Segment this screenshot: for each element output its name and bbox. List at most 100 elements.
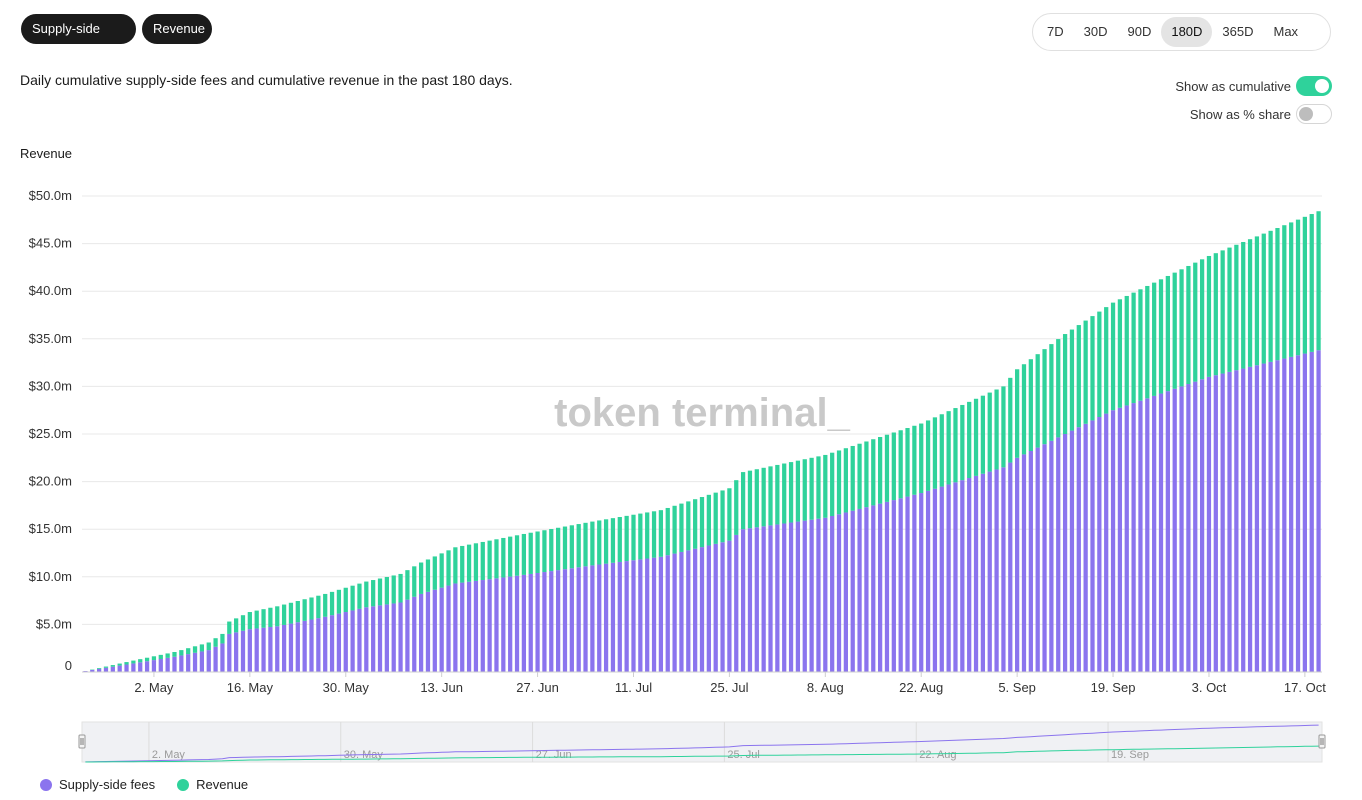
time-range-selector: 7D 30D 90D 180D 365D Max [1032,13,1331,51]
bar-supply-side-fees [158,658,163,672]
range-max-button[interactable]: Max [1273,24,1299,39]
bar-revenue [658,510,664,557]
y-tick-label: $35.0m [29,331,72,346]
bar-supply-side-fees [864,507,869,672]
bar-revenue [569,525,574,569]
bar-supply-side-fees [1124,405,1129,672]
navigator-right-handle[interactable] [1318,734,1326,749]
share-toggle[interactable] [1296,104,1332,124]
bar-revenue [1069,329,1075,431]
bar-supply-side-fees [1152,395,1157,672]
bar-revenue [391,575,396,604]
bar-supply-side-fees [925,490,931,672]
bar-revenue [1165,275,1170,392]
bar-supply-side-fees [97,668,102,672]
navigator-grid: 2. May 30. May 27. Jun 25. Jul 22. Aug 19. Se… [148,722,1149,762]
bar-supply-side-fees [110,666,115,672]
bar-supply-side-fees [679,551,684,672]
legend-item-revenue[interactable]: Revenue [177,777,248,792]
bar-revenue [775,464,780,525]
supply-side-fees-chip[interactable]: Supply-side fees [21,14,136,66]
bar-supply-side-fees [939,486,944,672]
bar-supply-side-fees [439,587,444,672]
bar-supply-side-fees [144,661,150,672]
bar-revenue [1124,295,1129,406]
bar-supply-side-fees [1213,375,1218,672]
bar-supply-side-fees [809,519,814,672]
y-tick-label: $10.0m [29,569,72,584]
bar-supply-side-fees [617,561,622,672]
revenue-chip[interactable]: Revenue [142,14,212,44]
bar-supply-side-fees [206,650,211,672]
bar-revenue [973,398,979,476]
bar-supply-side-fees [275,626,280,672]
range-7d-button[interactable]: 7D [1047,24,1064,39]
grid-lines [82,195,1322,625]
bar-revenue [994,389,999,470]
bar-revenue [514,535,520,576]
legend-label: Revenue [196,777,249,792]
bar-revenue [1028,359,1033,451]
bar-supply-side-fees [83,671,88,672]
bar-supply-side-fees [747,528,753,672]
bar-supply-side-fees [1083,423,1088,672]
bar-revenue [453,547,458,584]
bar-supply-side-fees [720,542,725,672]
bar-supply-side-fees [645,558,650,672]
bar-revenue [1289,222,1294,357]
bar-supply-side-fees [1145,398,1150,672]
bar-revenue [1138,289,1143,401]
legend-item-supply-side-fees[interactable]: Supply-side fees [40,777,155,792]
bar-revenue [412,566,417,597]
bar-revenue [254,610,259,629]
bar-supply-side-fees [583,566,588,672]
bar-revenue [617,517,622,562]
bar-supply-side-fees [987,471,992,672]
bar-revenue [364,581,369,608]
bar-revenue [281,604,287,625]
range-90d-button[interactable]: 90D [1127,24,1152,39]
bar-supply-side-fees [371,606,376,672]
bar-supply-side-fees [1234,370,1239,672]
bar-supply-side-fees [1254,365,1260,672]
bar-revenue [329,591,335,616]
bar-revenue [1199,259,1205,380]
bar-supply-side-fees [905,496,910,672]
bar-revenue [802,459,807,521]
bar-revenue [877,436,883,504]
navigator-label: 2. May [152,749,186,761]
bar-supply-side-fees [501,577,506,672]
bar-revenue [377,578,383,606]
bar-revenue [597,520,602,565]
watermark: token terminal_ [554,391,850,435]
bar-revenue [1152,282,1157,396]
bar-revenue [727,488,732,541]
bar-revenue [1213,253,1218,376]
cumulative-toggle[interactable] [1296,76,1332,96]
bar-supply-side-fees [1090,420,1095,672]
bar-revenue [864,441,869,508]
bar-revenue [1247,239,1253,367]
bar-revenue [247,612,252,630]
range-180d-button[interactable]: 180D [1161,17,1213,47]
bar-supply-side-fees [1069,430,1075,672]
bar-supply-side-fees [871,505,876,672]
bar-revenue [706,494,711,546]
y-tick-label: $15.0m [29,521,72,536]
bar-revenue [1145,285,1150,399]
bar-supply-side-fees [288,623,294,672]
bar-supply-side-fees [761,526,766,672]
bar-supply-side-fees [850,510,855,672]
bar-revenue [782,463,787,524]
navigator-left-handle[interactable] [78,734,86,749]
bar-supply-side-fees [932,488,938,672]
bar-supply-side-fees [254,628,259,672]
bar-supply-side-fees [521,574,527,672]
bar-revenue [1220,250,1225,374]
bar-revenue [1035,354,1040,448]
bar-revenue [144,657,150,662]
range-365d-button[interactable]: 365D [1222,24,1254,39]
bar-supply-side-fees [336,613,342,672]
range-30d-button[interactable]: 30D [1083,24,1108,39]
range-navigator[interactable]: 2. May 30. May 27. Jun 25. Jul 22. Aug 19. Se… [78,721,1326,763]
